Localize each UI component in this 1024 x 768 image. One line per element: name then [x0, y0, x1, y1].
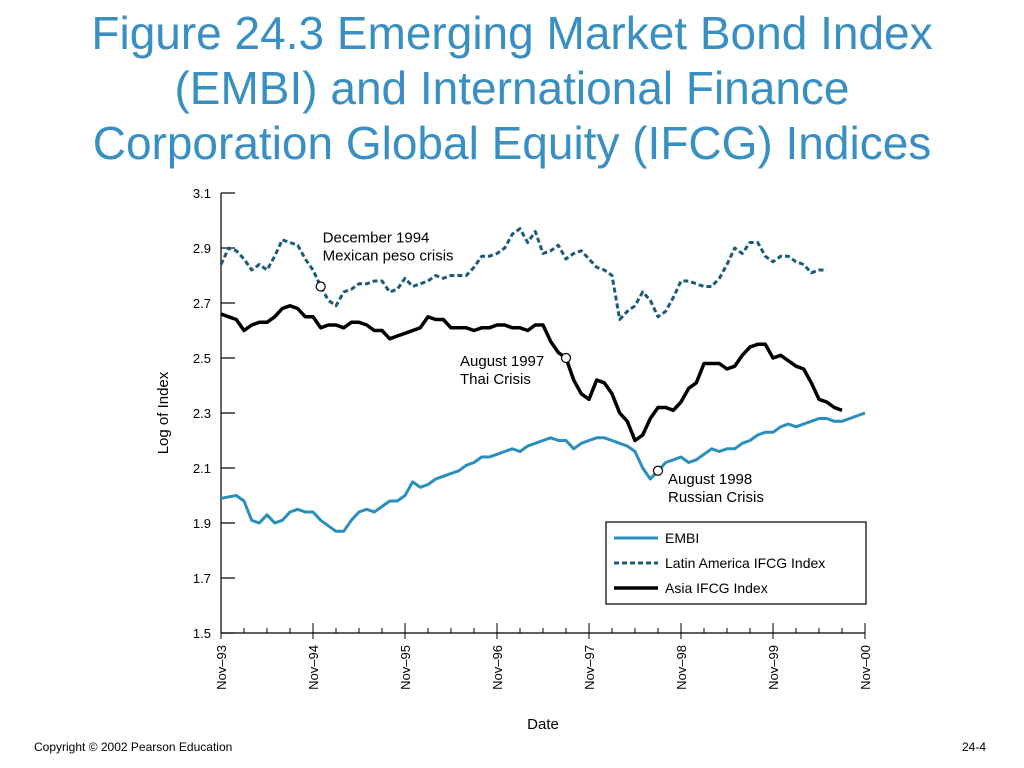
y-tick-label: 2.1 — [193, 461, 211, 476]
y-tick-label: 1.5 — [193, 626, 211, 641]
x-tick-label: Nov–95 — [398, 645, 413, 690]
annotation-label: December 1994 — [323, 230, 430, 247]
y-tick-label: 1.9 — [193, 516, 211, 531]
x-tick-label: Nov–98 — [674, 645, 689, 690]
x-tick-label: Nov–00 — [858, 645, 873, 690]
y-tick-label: 1.7 — [193, 571, 211, 586]
y-tick-label: 2.9 — [193, 241, 211, 256]
title-line-1: Figure 24.3 Emerging Market Bond Index — [91, 7, 933, 59]
x-axis-title: Date — [527, 716, 559, 733]
x-tick-label: Nov–94 — [306, 645, 321, 690]
legend-label: Latin America IFCG Index — [665, 555, 825, 571]
slide-number: 24-4 — [961, 740, 986, 754]
annotation-marker — [560, 352, 572, 364]
x-tick-label: Nov–93 — [214, 645, 229, 690]
series-line-asia-ifcg-index — [220, 304, 843, 443]
legend-label: EMBI — [665, 530, 699, 546]
y-tick-label: 3.1 — [193, 186, 211, 201]
x-tick-label: Nov–99 — [766, 645, 781, 690]
series-line-latin-america-ifcg-index — [219, 227, 827, 321]
annotation-label: Mexican peso crisis — [323, 248, 454, 265]
annotation-label: Russian Crisis — [668, 489, 764, 506]
x-tick-label: Nov–96 — [490, 645, 505, 690]
slide-title: Figure 24.3 Emerging Market Bond Index (… — [0, 6, 1024, 171]
legend-label: Asia IFCG Index — [665, 580, 768, 596]
series-line-embi — [220, 411, 866, 533]
y-tick-label: 2.5 — [193, 351, 211, 366]
annotation-label: Thai Crisis — [460, 371, 531, 388]
title-line-3: Corporation Global Equity (IFCG) Indices — [92, 117, 932, 169]
annotation-marker — [315, 281, 326, 292]
x-tick-label: Nov–97 — [582, 645, 597, 690]
y-axis-title: Log of Index — [155, 371, 172, 454]
legend: EMBI Latin America IFCG Index Asia IFCG In… — [605, 521, 867, 605]
annotation-label: August 1997 — [460, 353, 544, 370]
y-tick-label: 2.3 — [193, 406, 211, 421]
title-line-2: (EMBI) and International Finance — [174, 62, 850, 114]
annotation-label: August 1998 — [668, 471, 752, 488]
axes: 1.5 1.7 1.9 2.1 2.3 2.5 2.7 2.9 3.1 Nov–93 Nov–94 N… — [155, 186, 873, 733]
y-tick-label: 2.7 — [193, 296, 211, 311]
copyright-footer: Copyright © 2002 Pearson Education — [34, 740, 233, 754]
annotation-marker — [652, 465, 664, 476]
series-lines — [219, 227, 866, 533]
